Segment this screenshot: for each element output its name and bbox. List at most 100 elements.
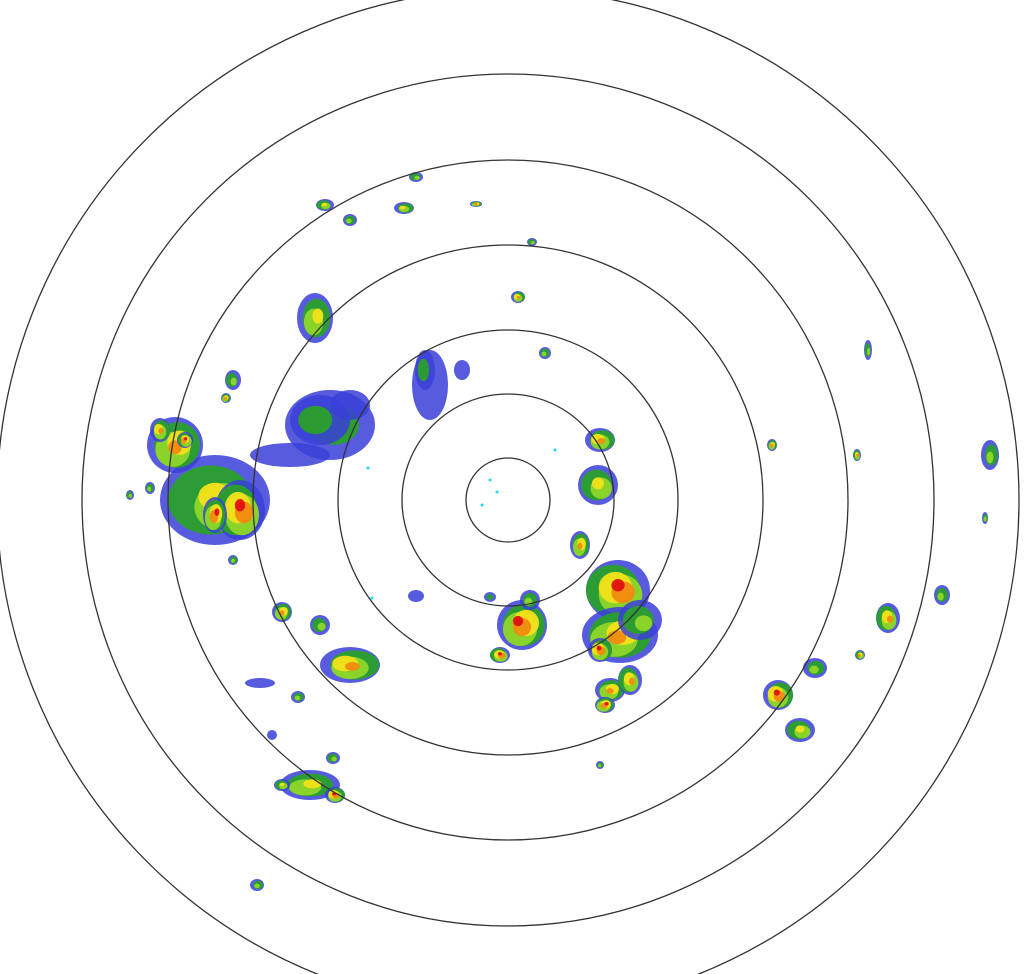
echo-cell [225,370,241,390]
echo-cell [408,590,424,602]
echo-cell [767,439,777,451]
echo-band [598,764,602,768]
echo-band [303,779,322,789]
echo-band [512,615,524,627]
range-ring-2 [401,393,615,607]
clear-air-echo [495,490,499,494]
echo-band [346,218,352,224]
echo-cell [981,440,999,470]
echo-cell [280,770,340,800]
echo-band [634,615,653,632]
echo-cell [596,761,604,769]
echo-cell [126,490,134,500]
echo-cell [595,678,625,702]
echo-band [604,702,609,706]
echo-cell [520,590,540,610]
echo-cell [489,647,510,663]
echo-cell [228,555,238,565]
echo-cell [267,730,277,740]
clear-air-echo [370,596,374,600]
echo-band [983,516,987,522]
echo-band [454,360,470,380]
echo-cell [250,443,330,467]
echo-cell [250,879,264,891]
echo-cell [415,350,435,390]
echo-band [770,443,774,447]
echo-band [596,645,602,651]
echo-cell [320,647,380,683]
echo-band [577,542,583,550]
echo-cell [297,293,333,343]
echo-band [486,594,494,600]
echo-cell [527,238,537,246]
echo-cell [150,418,170,442]
echo-band [516,295,521,299]
echo-band [298,405,333,435]
echo-band [809,665,819,674]
echo-cell [855,650,865,660]
echo-band [856,453,860,457]
echo-cell [394,202,414,214]
echo-cell [618,665,642,695]
echo-cell [785,718,815,742]
echo-band [294,695,301,701]
echo-band [541,351,547,357]
echo-band [497,652,503,656]
echo-cell [539,347,551,359]
echo-cell [864,340,872,360]
echo-band [857,653,861,657]
echo-band [224,396,228,400]
echo-band [399,205,406,210]
echo-cell [330,390,370,420]
echo-cell [578,465,618,505]
echo-band [279,610,285,616]
range-ring-6 [81,73,935,927]
echo-band [330,390,370,420]
echo-band [147,486,152,492]
echo-band [530,241,535,245]
echo-band [158,428,164,434]
echo-cell [588,638,613,662]
echo-cell [876,603,900,633]
echo-cell [325,787,346,803]
echo-band [331,756,337,762]
echo-cell [570,531,590,559]
echo-band [628,677,635,685]
clear-air-echo [553,448,557,452]
echo-band [250,443,330,467]
echo-cell [982,512,988,524]
echo-band [345,662,360,671]
echo-cell [291,691,305,703]
echo-band [128,493,132,498]
echo-cell [595,697,615,713]
echo-cell [409,172,423,182]
echo-band [245,678,275,688]
echo-band [591,477,605,490]
range-ring-4 [252,244,764,756]
echo-cell [934,585,950,605]
echo-cell [203,497,227,533]
echo-cell [511,291,525,303]
echo-cell [454,360,470,380]
echo-band [606,688,614,694]
echo-band [937,592,944,601]
echo-band [183,437,188,441]
echo-cell [585,428,615,452]
echo-cell [310,615,330,635]
echo-band [986,451,994,464]
echo-cell [618,600,662,640]
echo-cell [245,678,275,688]
range-ring-1 [465,457,551,543]
clear-air-echo [366,466,370,470]
echo-band [279,782,285,787]
echo-cell [145,482,155,494]
echo-cell [326,752,340,764]
echo-band [230,377,237,386]
echo-cell [274,779,290,791]
echo-band [408,590,424,602]
echo-cell [763,680,794,710]
echo-band [234,499,246,512]
echo-band [474,202,478,206]
